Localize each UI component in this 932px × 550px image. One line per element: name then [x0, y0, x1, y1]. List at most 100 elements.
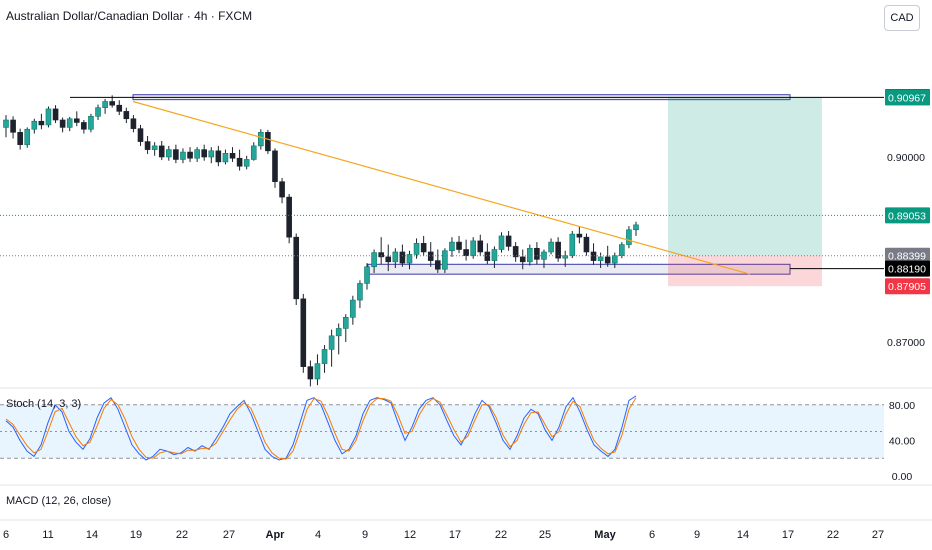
price-label: 0.90967 [888, 92, 926, 104]
time-tick-label: 9 [694, 529, 700, 541]
candle-body [300, 298, 307, 367]
candle-body [279, 181, 285, 198]
candle-body [52, 108, 59, 121]
candle-body [73, 118, 80, 123]
candle-body [31, 120, 38, 130]
candle-body [442, 250, 448, 270]
candle-body [137, 128, 144, 142]
candle-body [463, 249, 469, 256]
time-tick-label: 4 [315, 529, 321, 541]
candle-body [243, 159, 250, 167]
candle-body [512, 246, 519, 258]
candle-body [229, 153, 236, 159]
time-tick-label: 6 [649, 529, 655, 541]
candle-body [555, 241, 561, 259]
candle-body [88, 116, 94, 130]
time-tick-label: 22 [176, 529, 188, 541]
candle-body [187, 151, 193, 159]
candle-body [215, 150, 222, 163]
candle-body [427, 251, 434, 261]
price-label: 0.88190 [888, 264, 926, 276]
candle-body [590, 251, 597, 261]
candle-body [364, 266, 370, 284]
time-tick-label: 22 [495, 529, 507, 541]
currency-button[interactable]: CAD [884, 5, 920, 31]
stoch-label[interactable]: Stoch (14, 3, 3) [6, 398, 82, 410]
price-label-bg [885, 89, 930, 106]
candle-body [307, 366, 314, 380]
candle-body [24, 128, 31, 145]
candle-body [222, 153, 229, 163]
candle-body [597, 256, 604, 261]
candle-body [456, 241, 462, 250]
time-tick-label: 14 [86, 529, 98, 541]
time-tick-label: 6 [3, 529, 9, 541]
candle-body [109, 101, 115, 106]
stoch-tick-label: 80.00 [889, 400, 915, 412]
price-tick-label: 0.87000 [887, 337, 925, 349]
candle-body [123, 111, 130, 120]
candle-body [477, 240, 484, 253]
stoch-tick-label: 40.00 [889, 435, 915, 447]
candle-body [413, 243, 420, 255]
candle-body [406, 254, 413, 264]
candle-body [470, 240, 476, 256]
time-tick-label: 17 [449, 529, 461, 541]
candle-body [350, 299, 356, 318]
candle-body [102, 101, 108, 108]
position-stop-zone [668, 255, 822, 287]
candle-body [66, 118, 73, 128]
price-label: 0.89053 [888, 210, 926, 222]
time-tick-label: May [594, 529, 616, 541]
price-label-bg [885, 278, 930, 295]
candle-body [272, 150, 278, 182]
candle-body [569, 233, 576, 256]
candle-body [392, 251, 399, 263]
candle-body [236, 157, 243, 167]
candle-body [505, 235, 512, 247]
candle-body [201, 149, 208, 158]
candle-body [527, 247, 533, 263]
candle-body [293, 236, 300, 300]
price-label-bg [885, 207, 930, 224]
position-target-zone [668, 97, 822, 256]
stoch-tick-label: 0.00 [892, 471, 913, 483]
candle-body [208, 150, 215, 158]
time-tick-label: 17 [782, 529, 794, 541]
candle-body [130, 118, 137, 129]
candle-body [449, 241, 455, 252]
time-tick-label: 9 [362, 529, 368, 541]
price-label: 0.88399 [888, 251, 926, 263]
price-tick-label: 0.90000 [887, 152, 925, 164]
candle-body [611, 255, 618, 264]
candle-body [158, 145, 165, 158]
candle-body [633, 224, 639, 231]
candle-body [3, 119, 9, 128]
candle-body [116, 104, 123, 112]
candle-body [335, 328, 342, 337]
candle-body [626, 229, 632, 245]
time-tick-label: 22 [827, 529, 839, 541]
time-tick-label: 14 [737, 529, 749, 541]
candle-body [342, 317, 349, 329]
candle-body [10, 119, 16, 133]
candle-body [180, 151, 186, 160]
trendline [132, 100, 751, 275]
candle-body [328, 335, 335, 350]
macd-label[interactable]: MACD (12, 26, close) [6, 495, 112, 507]
candle-body [583, 236, 590, 253]
candle-body [81, 122, 87, 130]
time-tick-label: 19 [130, 529, 142, 541]
candle-body [258, 132, 264, 147]
candle-body [194, 149, 200, 159]
candle-body [498, 235, 505, 250]
candle-body [576, 233, 583, 238]
candle-body [519, 256, 526, 263]
candle-body [95, 107, 101, 117]
time-tick-label: 11 [42, 529, 53, 541]
candle-body [371, 252, 377, 268]
candle-body [548, 241, 554, 253]
candle-body [59, 119, 66, 128]
candle-body [314, 363, 321, 380]
